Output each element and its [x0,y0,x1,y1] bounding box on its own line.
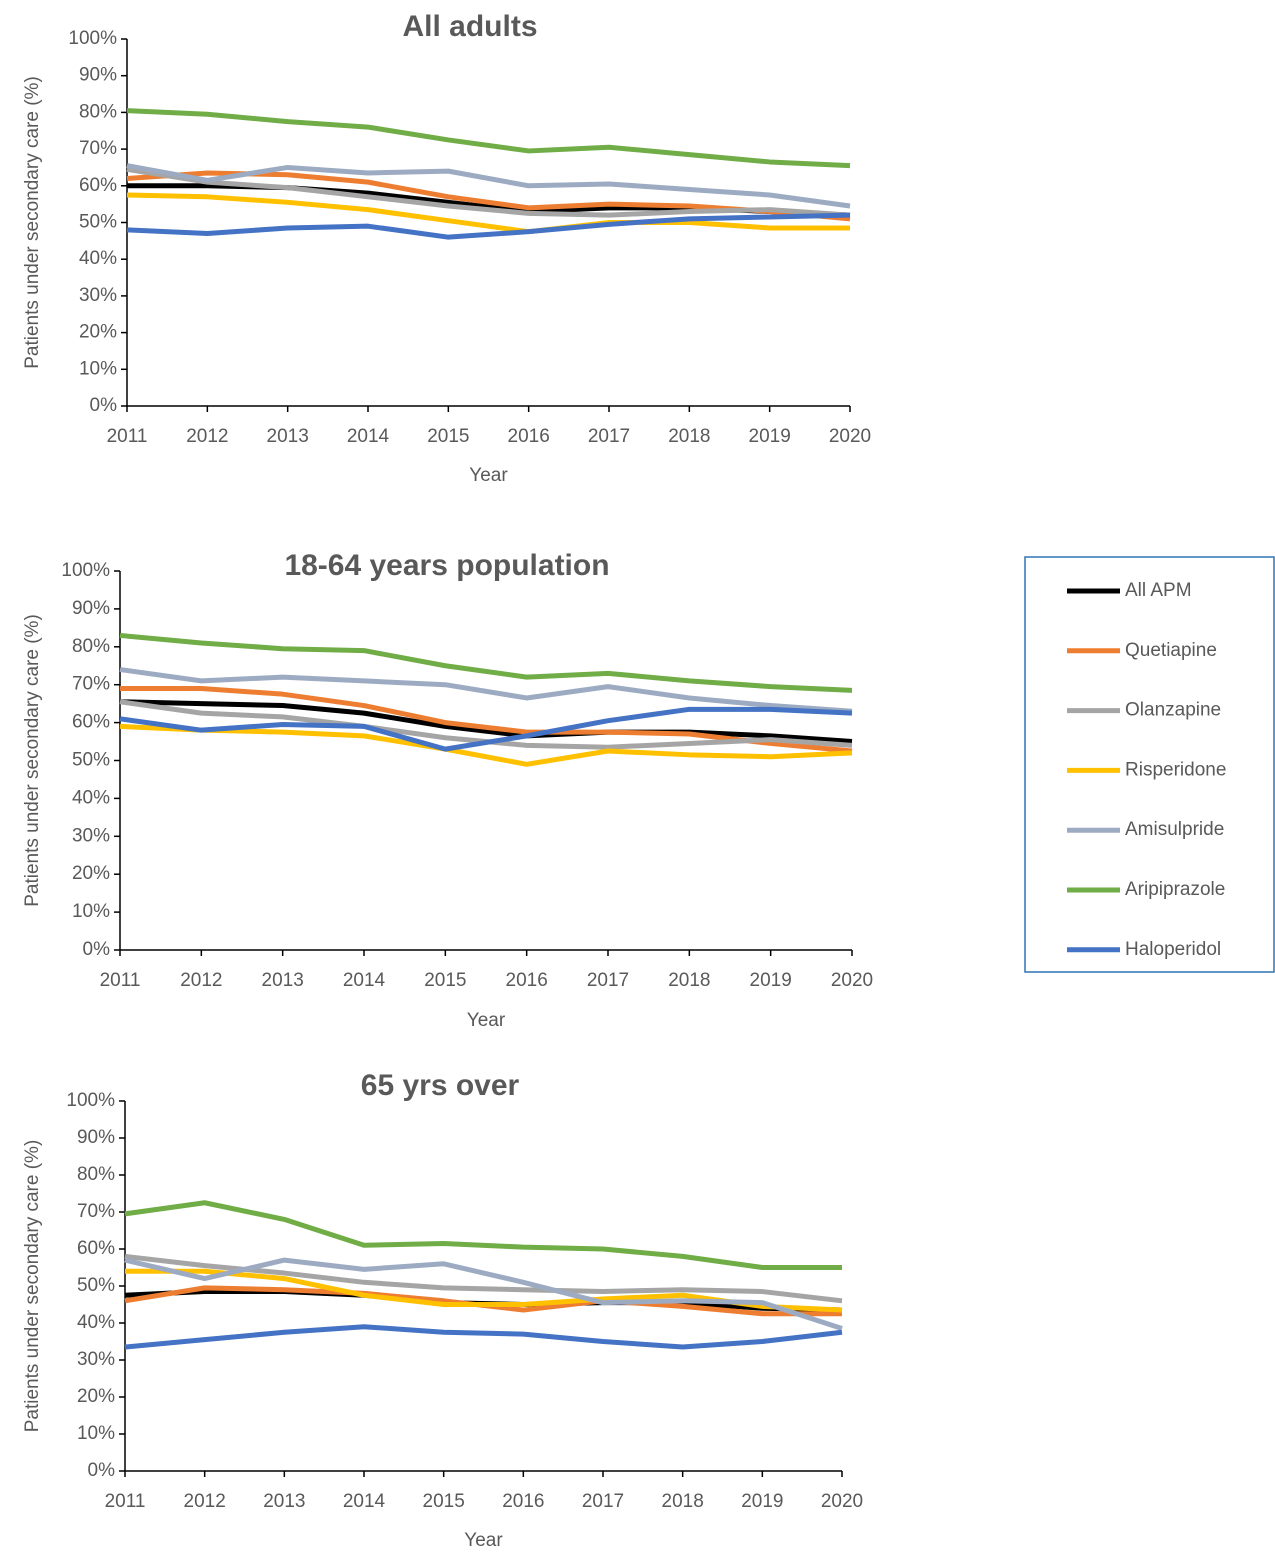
y-tick-label: 70% [79,138,117,159]
series-line [126,166,851,218]
x-tick-label: 2018 [668,426,710,447]
y-tick-label: 90% [72,598,110,619]
y-tick-label: 70% [72,674,110,695]
x-tick-label: 2015 [427,426,469,447]
y-tick-label: 60% [79,175,117,196]
x-tick-label: 2013 [262,970,304,991]
y-tick-label: 60% [72,712,110,733]
y-tick-label: 50% [72,750,110,771]
y-tick-label: 20% [77,1386,115,1407]
series-line [119,699,853,745]
x-tick-label: 2020 [829,426,871,447]
y-tick-label: 0% [90,395,118,416]
legend-box [1024,556,1275,973]
series-line [126,192,850,235]
x-tick-label: 2017 [582,1491,624,1512]
x-tick-label: 2019 [750,970,792,991]
legend-label: Risperidone [1125,759,1226,780]
legend-label: Haloperidol [1125,939,1221,960]
x-tick-label: 2020 [831,970,873,991]
x-tick-label: 2013 [263,1491,305,1512]
series-line [120,685,853,754]
series-line [119,667,853,714]
y-tick-label: 80% [72,636,110,657]
x-tick-label: 2017 [587,970,629,991]
x-axis-label: Year [467,1010,506,1031]
x-tick-label: 2013 [267,426,309,447]
x-tick-label: 2014 [343,1491,386,1512]
x-tick-label: 2015 [424,970,466,991]
y-tick-label: 60% [77,1238,115,1259]
x-tick-label: 2011 [105,1491,146,1512]
y-tick-label: 10% [72,901,110,922]
y-tick-label: 30% [77,1349,115,1370]
x-tick-label: 2015 [423,1491,465,1512]
x-tick-label: 2012 [186,426,228,447]
x-axis-label: Year [469,465,508,486]
x-axis-label: Year [464,1530,503,1551]
y-tick-label: 70% [77,1201,115,1222]
y-tick-label: 80% [79,101,117,122]
y-tick-label: 40% [72,787,110,808]
series-line [124,1200,842,1270]
y-axis-label: Patients under secondary care (%) [22,1140,43,1433]
y-tick-label: 30% [72,825,110,846]
series-line [119,632,853,693]
y-tick-label: 0% [83,939,111,960]
y-tick-label: 100% [68,28,117,49]
y-tick-label: 100% [66,1090,115,1111]
y-tick-label: 90% [79,65,117,86]
x-tick-label: 2012 [184,1491,226,1512]
x-tick-label: 2017 [588,426,630,447]
series-line [126,108,851,169]
x-tick-label: 2016 [502,1491,544,1512]
x-tick-label: 2011 [100,970,141,991]
x-tick-label: 2018 [662,1491,704,1512]
x-tick-label: 2011 [107,426,148,447]
x-tick-label: 2020 [821,1491,863,1512]
chart-title: 18-64 years population [284,549,609,582]
series-line [124,1257,843,1331]
y-axis-label: Patients under secondary care (%) [22,76,43,369]
y-tick-label: 20% [72,863,110,884]
legend-label: Quetiapine [1125,640,1217,661]
y-tick-label: 10% [77,1423,115,1444]
x-tick-label: 2016 [508,426,550,447]
legend-label: Aripiprazole [1125,879,1225,900]
chart-title: All adults [402,10,537,43]
series-line [126,212,851,240]
chart-title: 65 yrs over [361,1069,520,1102]
y-tick-label: 50% [77,1275,115,1296]
x-tick-label: 2014 [343,970,386,991]
series-line [119,706,853,752]
x-tick-label: 2019 [741,1491,783,1512]
y-tick-label: 20% [79,322,117,343]
x-tick-label: 2018 [668,970,710,991]
y-tick-label: 80% [77,1164,115,1185]
y-tick-label: 0% [88,1460,116,1481]
series-line [119,723,853,767]
series-line [126,163,851,209]
y-tick-label: 40% [77,1312,115,1333]
y-tick-label: 40% [79,248,117,269]
y-tick-label: 50% [79,212,117,233]
legend-label: Olanzapine [1125,700,1221,721]
y-tick-label: 10% [79,358,117,379]
y-axis-label: Patients under secondary care (%) [22,614,43,907]
legend-label: Amisulpride [1125,819,1224,840]
series-line [124,1324,843,1350]
y-tick-label: 100% [61,560,110,581]
x-tick-label: 2016 [506,970,548,991]
y-tick-label: 90% [77,1127,115,1148]
x-tick-label: 2012 [180,970,222,991]
x-tick-label: 2014 [347,426,390,447]
x-tick-label: 2019 [749,426,791,447]
legend-label: All APM [1125,580,1192,601]
y-tick-label: 30% [79,285,117,306]
